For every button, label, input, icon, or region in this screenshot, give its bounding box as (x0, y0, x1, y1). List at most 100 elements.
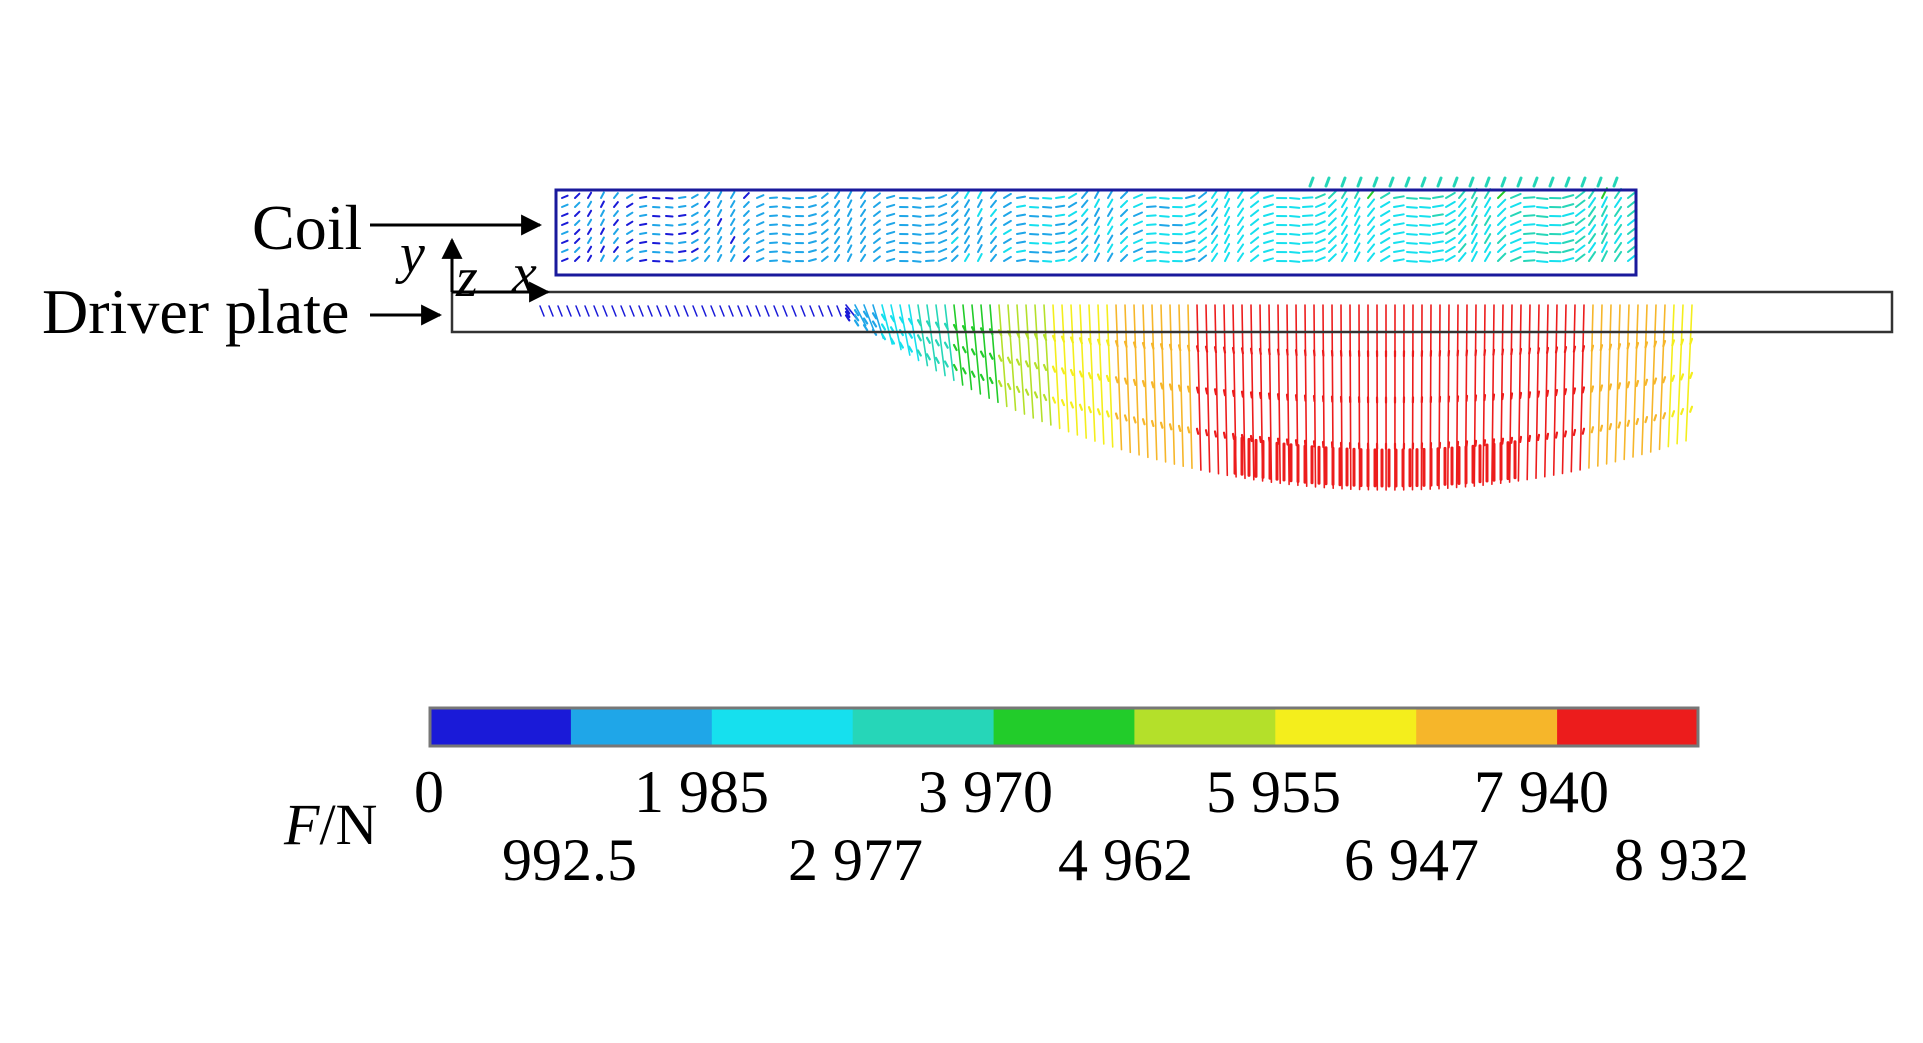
coil-force-arrow (1563, 222, 1573, 225)
coil-force-arrow (1095, 227, 1099, 235)
coil-force-arrow (1043, 243, 1051, 244)
coil-force-arrow (679, 206, 686, 207)
coil-force-arrow (913, 216, 921, 217)
coil-force-arrow (978, 254, 982, 261)
coil-force-arrow (1056, 206, 1064, 207)
coil-force-arrow (1251, 210, 1258, 216)
coil-force-arrow (952, 220, 958, 226)
coil-force-arrow (601, 211, 604, 217)
coil-force-arrow (848, 200, 851, 207)
coil-force-arrow (978, 236, 982, 243)
coil-force-arrow (1394, 205, 1404, 207)
plate-force-arrow (1242, 392, 1243, 397)
coil-force-arrow (809, 232, 816, 234)
coil-force-arrow (965, 209, 969, 216)
plate-force-arrow (1565, 347, 1566, 352)
coil-force-arrow (1537, 243, 1548, 244)
coil-force-arrow (1030, 234, 1038, 235)
coil-force-arrow (705, 202, 709, 207)
coil-force-arrow (1108, 209, 1112, 216)
colorbar-segment (430, 708, 572, 746)
coil-force-arrow (1420, 261, 1430, 262)
coil-force-arrow (1615, 198, 1621, 207)
coil-force-arrow (1498, 236, 1505, 243)
coil-force-arrow (1316, 221, 1325, 225)
coil-force-arrow (783, 225, 790, 226)
coil-force-arrow (640, 215, 646, 216)
plate-force-arrow (1044, 365, 1046, 370)
coil-force-arrow (614, 247, 618, 252)
coil-force-arrow (1381, 256, 1389, 261)
coil-force-arrow (744, 220, 749, 225)
coil-force-arrow (874, 211, 880, 216)
coil-force-arrow (1576, 201, 1585, 208)
coil-force-arrow (1121, 237, 1127, 243)
coil-force-arrow (588, 229, 591, 234)
coil-force-arrow (1342, 253, 1347, 261)
plate-force-arrow (1314, 441, 1315, 446)
coil-force-arrow (1225, 217, 1229, 225)
coil-force-arrow (783, 207, 790, 208)
coil-force-arrow (1199, 193, 1206, 199)
coil-force-arrow (731, 228, 734, 234)
coil-force-arrow (1147, 251, 1156, 252)
coil-force-arrow (1310, 178, 1313, 186)
coil-force-arrow (1017, 233, 1025, 234)
plate-force-arrow (603, 306, 607, 316)
coil-force-arrow (705, 247, 709, 252)
coil-force-arrow (1303, 251, 1312, 252)
coil-force-arrow (1472, 252, 1477, 261)
coil-force-arrow (1290, 234, 1299, 235)
coil-force-arrow (1212, 191, 1217, 199)
plate-force-arrow (1008, 358, 1010, 363)
coil-force-arrow (1186, 205, 1195, 207)
coil-force-arrow (1589, 207, 1595, 216)
coil-force-arrow (783, 234, 790, 235)
coil-force-arrow (1563, 240, 1573, 243)
coil-force-arrow (1186, 259, 1195, 261)
plate-force-arrow (945, 362, 948, 367)
coil-force-arrow (1459, 235, 1466, 243)
coil-force-arrow (1251, 201, 1258, 207)
plate-force-arrow (1583, 346, 1584, 351)
driver-plate-label: Driver plate (42, 280, 349, 344)
plate-force-arrow (1538, 348, 1539, 353)
coil-force-arrow (1134, 240, 1142, 244)
coil-force-arrow (1566, 178, 1569, 186)
coil-force-arrow (822, 194, 828, 198)
coil-force-arrow (1095, 236, 1099, 244)
coil-force-arrow (1329, 254, 1336, 261)
coil-force-arrow (679, 215, 686, 216)
coil-force-arrow (640, 233, 646, 234)
y-axis-label: y (400, 226, 425, 282)
plate-force-arrow (1062, 368, 1064, 373)
coil-force-arrow (1251, 246, 1258, 252)
plate-force-arrow (1026, 361, 1028, 366)
coil-force-arrow (1602, 197, 1607, 207)
coil-force-arrow (1446, 220, 1455, 225)
coil-force-arrow (1004, 203, 1011, 207)
plate-force-arrow (1610, 384, 1611, 389)
plate-force-arrow (963, 347, 966, 352)
coil-force-arrow (809, 205, 816, 207)
coil-force-arrow (1446, 238, 1455, 243)
coil-force-arrow (1212, 254, 1217, 262)
colorbar-tick-label: 4 962 (1058, 830, 1193, 890)
plate-force-arrow (1520, 437, 1521, 442)
plate-force-arrow (1197, 429, 1198, 434)
plate-force-arrow (567, 306, 571, 316)
coil-force-arrow (1186, 214, 1195, 216)
plate-force-arrow (1125, 379, 1127, 384)
coil-force-arrow (562, 214, 568, 216)
plate-force-arrow (702, 306, 706, 316)
coil-force-arrow (978, 245, 982, 252)
coil-force-arrow (1381, 229, 1389, 234)
coil-force-arrow (1316, 248, 1325, 252)
coil-force-arrow (1017, 260, 1025, 261)
coil-force-arrow (692, 222, 698, 225)
coil-force-arrow (1485, 243, 1490, 252)
plate-force-arrow (990, 305, 998, 402)
coil-force-arrow (744, 238, 749, 243)
coil-force-arrow (1394, 241, 1404, 243)
coil-force-arrow (783, 261, 790, 262)
